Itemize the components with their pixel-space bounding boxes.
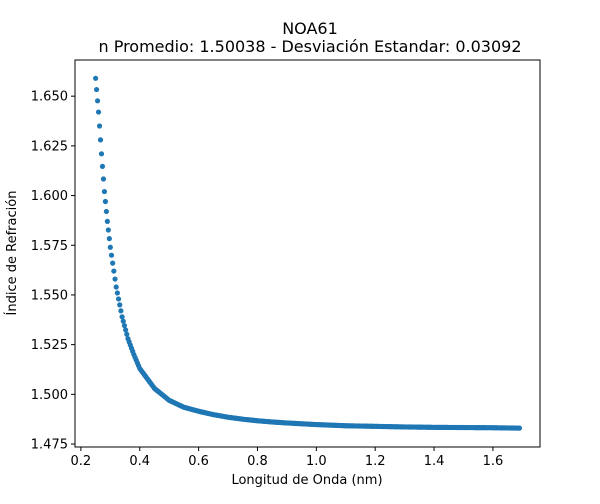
data-point (97, 137, 104, 143)
data-point (93, 75, 99, 81)
x-tick-label: 0.2 (71, 454, 92, 469)
chart-subtitle: n Promedio: 1.50038 - Desviación Estanda… (98, 37, 521, 56)
data-point (104, 218, 110, 224)
chart-title: NOA61 (282, 19, 338, 38)
data-point (110, 260, 116, 266)
y-tick-label: 1.550 (31, 288, 68, 303)
data-point (107, 244, 113, 250)
x-tick-label: 1.0 (306, 454, 327, 469)
data-point (119, 314, 125, 320)
y-tick-label: 1.500 (31, 388, 68, 403)
y-axis-ticks: 1.475 1.500 1.525 1.550 1.575 1.600 1.625 1.650 (31, 90, 75, 453)
plot-frame (74, 59, 541, 448)
data-point (96, 123, 103, 129)
x-tick-label: 0.6 (188, 454, 209, 469)
data-point (120, 318, 126, 324)
data-point (101, 188, 108, 195)
data-point (121, 322, 128, 329)
data-point (100, 176, 107, 182)
data-point (106, 236, 112, 242)
x-tick-label: 1.4 (424, 454, 445, 469)
data-point (108, 252, 115, 258)
data-point (124, 331, 130, 337)
data-point (105, 227, 111, 233)
y-tick-label: 1.650 (31, 90, 68, 105)
data-point (93, 86, 100, 93)
data-point (118, 308, 124, 314)
data-point (113, 284, 119, 290)
y-tick-label: 1.625 (31, 139, 68, 154)
x-tick-label: 0.8 (247, 454, 268, 469)
data-point (111, 268, 117, 274)
data-point (123, 327, 129, 333)
data-point (94, 98, 101, 104)
data-point (117, 302, 123, 308)
x-axis-ticks: 0.2 0.4 0.6 0.8 1.0 1.2 1.4 1.6 (71, 447, 504, 469)
x-tick-label: 0.4 (129, 454, 150, 469)
data-point (98, 151, 105, 157)
y-tick-label: 1.525 (31, 338, 68, 353)
x-tick-label: 1.2 (365, 454, 386, 469)
x-axis-label: Longitud de Onda (nm) (231, 473, 382, 488)
data-point (516, 425, 523, 431)
y-tick-label: 1.475 (31, 438, 68, 453)
data-point (102, 198, 109, 205)
y-tick-label: 1.575 (31, 239, 68, 254)
data-point (115, 296, 122, 302)
y-axis-label: Índice de Refración (4, 191, 20, 316)
data-point (99, 163, 106, 170)
data-point (95, 109, 102, 115)
data-points (93, 75, 523, 431)
plot-area (75, 60, 540, 447)
data-point (103, 208, 109, 215)
data-point (112, 276, 118, 282)
data-point (114, 290, 120, 296)
y-tick-label: 1.600 (31, 189, 68, 204)
x-tick-label: 1.6 (483, 454, 504, 469)
